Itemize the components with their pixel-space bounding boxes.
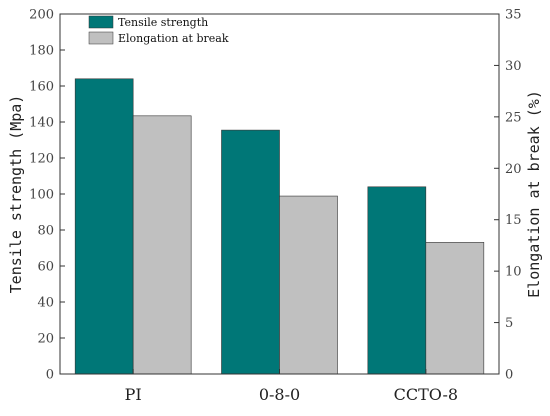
y-tick-label: 0 [46, 368, 54, 383]
bar-elongation-0-8-0 [279, 195, 338, 375]
y2-axis-title: Elongation at break (%) [525, 90, 543, 298]
bar-elongation-pi [132, 115, 192, 375]
bar-elongation-ccto-8 [425, 242, 485, 375]
y-axis-title: Tensile strength (Mpa) [7, 95, 25, 294]
legend-label-elongation: Elongation at break [118, 32, 229, 45]
right-axis: 0 5 10 15 20 25 30 35 [494, 8, 522, 383]
y2-tick-label: 25 [505, 110, 522, 125]
left-axis: 0 20 40 60 80 100 120 140 160 180 200 [29, 8, 65, 383]
legend: Tensile strength Elongation at break [88, 15, 229, 45]
bar-tensile-ccto-8 [367, 186, 427, 375]
x-tick-label-ccto-8: CCTO-8 [394, 385, 458, 404]
y2-tick-label: 10 [505, 265, 522, 280]
x-tick-label-0-8-0: 0-8-0 [259, 385, 300, 404]
y-tick-label: 180 [29, 44, 54, 59]
y2-tick-label: 20 [505, 162, 522, 177]
x-axis: PI 0-8-0 CCTO-8 [125, 369, 458, 404]
y-tick-label: 80 [37, 224, 54, 239]
y-tick-label: 20 [37, 332, 54, 347]
y2-tick-label: 15 [505, 213, 522, 228]
y-tick-label: 140 [29, 116, 54, 131]
legend-swatch-tensile [88, 15, 114, 29]
y-tick-label: 40 [37, 296, 54, 311]
y2-tick-label: 0 [505, 368, 513, 383]
bar-tensile-pi [74, 78, 134, 375]
y2-tick-label: 30 [505, 59, 522, 74]
y2-tick-label: 35 [505, 8, 522, 23]
y-tick-label: 100 [29, 188, 54, 203]
y2-tick-label: 5 [505, 316, 513, 331]
y-tick-label: 120 [29, 152, 54, 167]
y-tick-label: 200 [29, 8, 54, 23]
bars-layer [74, 78, 485, 375]
y-tick-label: 160 [29, 80, 54, 95]
y-tick-label: 60 [37, 260, 54, 275]
legend-swatch-elongation [88, 31, 114, 45]
bar-tensile-0-8-0 [221, 129, 280, 375]
legend-label-tensile: Tensile strength [118, 16, 208, 29]
x-tick-label-pi: PI [125, 385, 142, 404]
